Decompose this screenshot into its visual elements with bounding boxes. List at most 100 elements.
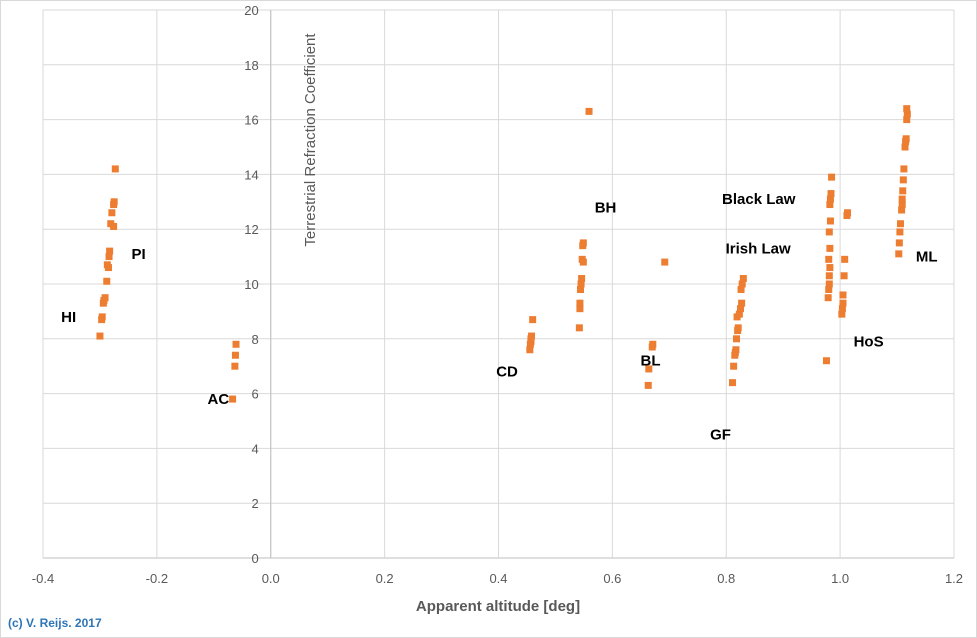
y-tick-label: 12 <box>244 222 258 237</box>
data-point <box>738 280 746 288</box>
site-label: Black Law <box>722 191 796 208</box>
data-point <box>903 116 911 124</box>
data-point <box>110 198 118 206</box>
data-point <box>899 176 907 184</box>
data-point <box>896 220 904 228</box>
x-tick-label: 0.4 <box>489 571 507 586</box>
data-point <box>108 209 116 217</box>
data-point <box>644 381 652 389</box>
data-point <box>827 190 835 198</box>
data-point <box>896 228 904 236</box>
data-point <box>739 275 747 283</box>
y-tick-label: 2 <box>252 496 259 511</box>
y-tick-label: 4 <box>252 441 259 456</box>
y-tick-label: 14 <box>244 167 258 182</box>
data-point <box>110 222 118 230</box>
y-tick-label: 0 <box>252 551 259 566</box>
data-point <box>898 206 906 214</box>
data-point <box>903 105 911 113</box>
x-tick-label: 0.6 <box>603 571 621 586</box>
data-point <box>828 173 836 181</box>
y-tick-label: 16 <box>244 113 258 128</box>
data-point <box>734 324 742 332</box>
data-point <box>529 316 537 324</box>
data-point <box>826 264 834 272</box>
x-tick-label: -0.4 <box>32 571 54 586</box>
y-axis-ticks: 0 2 4 6 8 10 12 14 16 18 20 <box>244 3 258 566</box>
data-point <box>902 135 910 143</box>
data-point <box>661 258 669 266</box>
data-point <box>735 310 743 318</box>
data-point <box>526 346 534 354</box>
site-label: HoS <box>854 334 884 351</box>
data-point <box>645 365 653 373</box>
data-point <box>822 357 830 365</box>
site-label: Irish Law <box>726 240 791 257</box>
y-tick-label: 18 <box>244 58 258 73</box>
data-point <box>579 258 587 266</box>
data-point <box>825 280 833 288</box>
data-point <box>96 332 104 340</box>
data-point <box>844 209 852 217</box>
data-point <box>901 143 909 151</box>
data-point <box>898 195 906 203</box>
data-point <box>826 244 834 252</box>
site-label: AC <box>208 391 230 408</box>
x-tick-label: 0.8 <box>717 571 735 586</box>
site-label: CD <box>496 364 518 381</box>
data-point <box>900 165 908 173</box>
x-axis-ticks: -0.4 -0.2 0.0 0.2 0.4 0.6 0.8 1.0 1.2 <box>32 571 963 586</box>
data-point <box>101 294 109 302</box>
data-point <box>895 250 903 258</box>
data-point <box>232 340 240 348</box>
data-point <box>838 310 846 318</box>
y-tick-label: 10 <box>244 277 258 292</box>
data-point <box>105 253 113 261</box>
data-point <box>576 305 584 313</box>
site-labels: HI PI AC CD BH BL GF Black Law Irish Law HoS ML <box>61 191 937 444</box>
data-point <box>106 247 114 255</box>
data-point <box>736 305 744 313</box>
data-point <box>826 195 834 203</box>
data-point <box>825 285 833 293</box>
x-axis-title: Apparent altitude [deg] <box>416 598 580 615</box>
x-tick-label: 1.2 <box>945 571 963 586</box>
copyright-credit: (c) V. Reijs. 2017 <box>8 616 102 630</box>
data-point <box>576 299 584 307</box>
data-point <box>732 335 740 343</box>
x-tick-label: -0.2 <box>146 571 168 586</box>
data-point <box>528 332 536 340</box>
site-label: ML <box>916 249 938 266</box>
data-point <box>577 280 585 288</box>
y-axis-title: Terrestrial Refraction Coefficient <box>302 33 319 247</box>
data-point <box>111 165 119 173</box>
data-point <box>738 299 746 307</box>
data-point <box>732 346 740 354</box>
data-point <box>229 395 237 403</box>
y-tick-label: 20 <box>244 3 258 18</box>
data-point <box>98 313 106 321</box>
data-point <box>898 201 906 209</box>
data-point <box>841 255 849 263</box>
data-point <box>826 217 834 225</box>
data-point <box>839 291 847 299</box>
data-point <box>737 285 745 293</box>
site-label: BH <box>595 199 617 216</box>
data-point <box>576 285 584 293</box>
data-point <box>575 324 583 332</box>
data-point <box>840 272 848 280</box>
data-point <box>825 255 833 263</box>
site-label: PI <box>132 246 146 263</box>
data-point <box>730 362 738 370</box>
data-point <box>231 351 239 359</box>
data-point <box>824 294 832 302</box>
data-point <box>825 272 833 280</box>
x-tick-label: 1.0 <box>831 571 849 586</box>
data-point <box>903 110 911 118</box>
data-point <box>585 107 593 115</box>
data-point <box>899 187 907 195</box>
x-tick-label: 0.2 <box>376 571 394 586</box>
y-tick-label: 6 <box>252 387 259 402</box>
data-point <box>649 340 657 348</box>
